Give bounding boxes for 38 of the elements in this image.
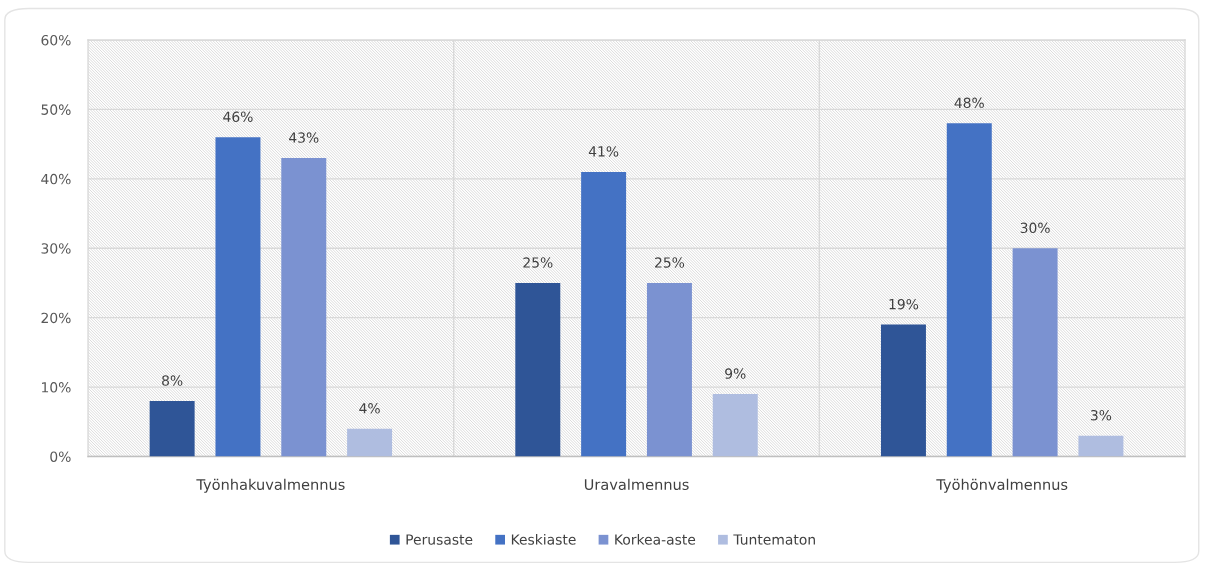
bar	[281, 158, 327, 457]
legend-label: Korkea-aste	[615, 534, 696, 545]
data-label: 4%	[359, 403, 380, 414]
bar	[215, 137, 261, 457]
data-label: 41%	[588, 146, 619, 157]
data-label: 30%	[1020, 222, 1050, 234]
x-tick-label: Työnhakuvalmennus	[196, 478, 345, 493]
legend-label: Tuntematon	[733, 534, 815, 545]
data-label: 3%	[1090, 409, 1112, 421]
y-tick-label: 0%	[50, 451, 71, 462]
y-tick-label: 60%	[41, 34, 71, 46]
bar	[646, 282, 692, 457]
y-tick-label: 30%	[41, 243, 71, 254]
data-label: 25%	[655, 257, 685, 268]
data-label: 43%	[289, 132, 319, 143]
y-tick-label: 40%	[41, 173, 71, 185]
data-label: 46%	[223, 111, 253, 122]
y-tick-label: 50%	[41, 104, 71, 115]
bar	[581, 171, 627, 457]
bar	[149, 400, 195, 457]
x-tick-label: Työhönvalmennus	[936, 478, 1068, 493]
bar	[946, 123, 992, 457]
bar	[712, 394, 758, 457]
bar	[347, 428, 393, 457]
legend-label: Perusaste	[406, 534, 473, 545]
bar	[515, 282, 561, 457]
data-label: 9%	[725, 368, 746, 379]
data-label: 25%	[523, 257, 553, 268]
data-label: 19%	[889, 298, 919, 310]
data-label: 8%	[162, 375, 183, 386]
bar	[880, 324, 926, 457]
legend-label: Keskiaste	[511, 534, 576, 545]
x-tick-label: Uravalmennus	[584, 478, 689, 491]
bar	[1078, 435, 1124, 457]
data-label: 48%	[954, 97, 984, 109]
y-tick-label: 10%	[42, 382, 71, 393]
bar	[1012, 248, 1058, 457]
y-tick-label: 20%	[41, 312, 71, 324]
